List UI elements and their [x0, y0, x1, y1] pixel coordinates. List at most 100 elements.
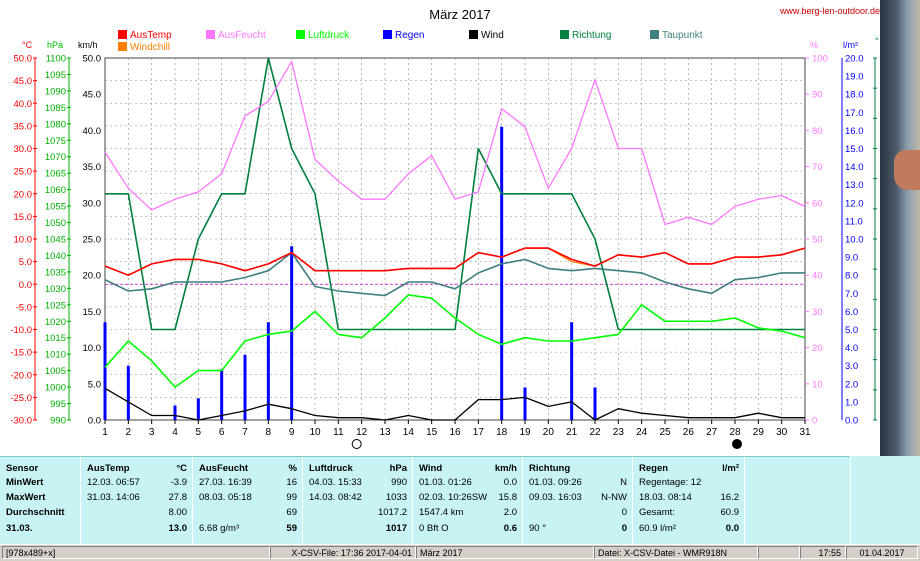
stats-temp-unit: °C: [176, 463, 187, 474]
tick-regen: 8.0: [845, 271, 858, 282]
tick-druck: 1020: [45, 317, 66, 328]
rain-bar: [570, 322, 574, 420]
tick-feucht: 30: [812, 307, 823, 318]
tick-temp: 30.0: [14, 144, 33, 155]
tick-regen: 11.0: [845, 216, 863, 227]
status-size: [978x489+x]: [2, 546, 270, 559]
tick-druck: 1050: [45, 218, 66, 229]
series-line-ausfeucht: [104, 60, 806, 226]
tick-day: 15: [426, 427, 438, 438]
tick-day: 21: [566, 427, 578, 438]
stats-feucht-min: 16: [286, 477, 297, 488]
tick-regen: 3.0: [845, 361, 858, 372]
tick-feucht: 40: [812, 271, 823, 282]
tick-druck: 1095: [45, 70, 66, 81]
tick-temp: 15.0: [14, 212, 33, 223]
tick-druck: 1060: [45, 185, 66, 196]
website-label: www.berg-len-outdoor.de: [779, 6, 880, 16]
tick-day: 6: [219, 427, 225, 438]
stats-druck-max: 1033: [385, 492, 407, 503]
stats-richtung-col: Richtung 01.03. 09:26 N 09.03. 16:03 N-NW …: [522, 457, 633, 545]
stats-wind-col: Wind km/h 01.03. 01:26 0.0 02.03. 10:26SW 1…: [412, 457, 523, 545]
stats-temp-avg: 8.00: [168, 507, 188, 518]
legend-swatch-taupunkt: [650, 30, 659, 39]
tick-wind: 20.0: [83, 271, 102, 282]
tick-temp: -20.0: [10, 370, 32, 381]
legend-swatch-luftdruck: [296, 30, 305, 39]
tick-day: 17: [473, 427, 485, 438]
stats-druck-header: Luftdruck: [309, 463, 353, 474]
tick-day: 26: [683, 427, 695, 438]
rain-bar: [243, 354, 247, 420]
stats-regen-max-time: 18.03. 08:14: [639, 492, 692, 503]
tick-day: 31: [799, 427, 811, 438]
tick-regen: 2.0: [845, 379, 858, 390]
tick-temp: -25.0: [10, 393, 32, 404]
stats-wind-max-time: 02.03. 10:26SW: [419, 492, 488, 503]
tick-day: 12: [356, 427, 368, 438]
status-spacer: [758, 546, 800, 559]
rain-bar: [196, 398, 200, 420]
tick-day: 25: [659, 427, 671, 438]
tick-temp: 0.0: [19, 280, 32, 291]
legend-label-windchill: Windchill: [130, 42, 170, 53]
tick-wind: 50.0: [83, 54, 102, 65]
rain-bar: [220, 369, 224, 420]
tick-feucht: 90: [812, 90, 823, 101]
stats-richtung-today: 0: [621, 523, 627, 534]
tick-day: 10: [309, 427, 321, 438]
status-file: X-CSV-File: 17:36 2017-04-01: [270, 546, 416, 559]
tick-druck: 1045: [45, 235, 66, 246]
tick-druck: 1030: [45, 284, 66, 295]
stats-temp-min-time: 12.03. 06:57: [87, 477, 140, 488]
tick-druck: 1040: [45, 251, 66, 262]
tick-regen: 20.0: [845, 54, 864, 65]
tick-temp: 20.0: [14, 189, 33, 200]
axis-unit-richtung: °: [875, 36, 879, 46]
tick-day: 11: [333, 427, 344, 438]
tick-druck: 1015: [45, 333, 66, 344]
stats-feucht-max-time: 08.03. 05:18: [199, 492, 252, 503]
legend-label-regen: Regen: [395, 30, 424, 41]
tick-day: 5: [196, 427, 202, 438]
tick-day: 22: [589, 427, 601, 438]
tick-wind: 5.0: [88, 379, 101, 390]
tick-druck: 1065: [45, 169, 66, 180]
tick-temp: -15.0: [10, 348, 32, 359]
rain-bar: [500, 126, 504, 420]
stats-max-label: MaxWert: [6, 492, 46, 503]
rain-bar: [593, 387, 597, 420]
stats-feucht-unit: %: [288, 463, 297, 474]
stats-regen-avg-label: 60.9 l/m²: [639, 523, 676, 534]
status-datei: Datei: X-CSV-Datei - WMR918N: [594, 546, 758, 559]
rain-bar: [266, 322, 270, 420]
tick-day: 3: [149, 427, 155, 438]
stats-right-filler: [850, 456, 920, 544]
rain-bar: [126, 365, 130, 420]
tick-regen: 15.0: [845, 144, 864, 155]
stats-richtung-max: N-NW: [601, 492, 627, 503]
axis-unit-temp: °C: [22, 40, 33, 50]
status-bar: [978x489+x] X-CSV-File: 17:36 2017-04-01…: [0, 544, 920, 561]
tick-regen: 16.0: [845, 126, 864, 137]
tick-feucht: 20: [812, 343, 823, 354]
legend-label-austemp: AusTemp: [130, 30, 172, 41]
stats-feucht-header: AusFeucht: [199, 463, 249, 474]
stats-sensor-col: Sensor MinWert MaxWert Durchschnitt 31.0…: [0, 457, 80, 545]
legend-swatch-austemp: [118, 30, 127, 39]
status-date: 01.04.2017: [846, 546, 918, 559]
stats-wind-today: 0.6: [503, 523, 517, 534]
stats-richtung-avg: 0: [621, 507, 627, 518]
stats-druck-avg: 1017.2: [377, 507, 407, 518]
tick-temp: 25.0: [14, 167, 33, 178]
stats-feucht-col: AusFeucht% 27.03. 16:39 16 08.03. 05:18 99…: [192, 457, 303, 545]
stats-regen-col: Regen l/m² Regentage: 12 18.03. 08:14 16.2…: [632, 457, 745, 545]
tick-druck: 1085: [45, 103, 66, 114]
legend-swatch-wind: [469, 30, 478, 39]
tick-wind: 0.0: [88, 416, 101, 427]
tick-wind: 45.0: [83, 90, 102, 101]
tick-temp: 35.0: [14, 121, 33, 132]
tick-temp: -10.0: [10, 325, 32, 336]
stats-temp-today: 13.0: [168, 523, 188, 534]
